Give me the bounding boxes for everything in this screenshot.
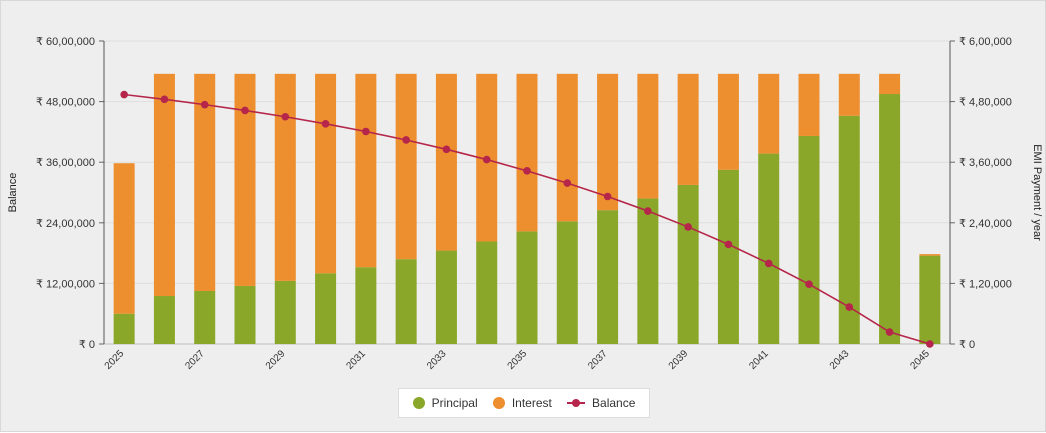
principal-bar <box>879 94 901 345</box>
balance-point <box>845 303 854 311</box>
right-tick-label: ₹ 6,00,000 <box>959 36 1012 48</box>
interest-bar <box>838 73 860 116</box>
right-tick-label: ₹ 4,80,000 <box>959 97 1012 109</box>
principal-bar <box>637 198 659 344</box>
balance-point <box>523 167 531 175</box>
left-tick-label: ₹ 36,00,000 <box>36 157 95 169</box>
principal-bar <box>758 153 780 344</box>
left-tick-label: ₹ 0 <box>79 339 95 351</box>
interest-bar <box>717 73 739 170</box>
balance-point <box>563 179 572 187</box>
interest-bar <box>637 73 659 199</box>
legend-label-principal: Principal <box>431 396 478 410</box>
balance-point <box>482 155 491 164</box>
interest-bar <box>194 73 216 291</box>
principal-bar <box>395 259 417 344</box>
left-tick-label: ₹ 48,00,000 <box>36 97 95 109</box>
principal-bar <box>234 285 256 344</box>
x-tick-label: 2043 <box>828 348 852 372</box>
x-tick-label: 2033 <box>425 348 449 372</box>
interest-bar <box>113 163 135 314</box>
balance-point <box>764 259 773 268</box>
balance-point <box>120 90 128 99</box>
left-axis-title: Balance <box>7 173 19 213</box>
balance-point <box>926 340 934 348</box>
principal-bar <box>476 241 498 344</box>
x-tick-label: 2037 <box>586 348 610 372</box>
chart-legend: Principal Interest Balance <box>398 388 650 418</box>
interest-bar <box>758 73 780 154</box>
x-tick-label: 2031 <box>344 348 368 372</box>
balance-point <box>241 106 249 115</box>
principal-swatch-icon <box>412 397 425 409</box>
legend-item-interest[interactable]: Interest <box>492 396 552 410</box>
balance-point <box>321 120 330 128</box>
interest-bar <box>798 73 820 136</box>
balance-point <box>684 223 692 231</box>
right-tick-label: ₹ 2,40,000 <box>959 218 1012 230</box>
principal-bar <box>798 135 820 344</box>
left-tick-label: ₹ 24,00,000 <box>36 218 95 230</box>
left-tick-label: ₹ 12,00,000 <box>36 278 95 290</box>
legend-item-balance[interactable]: Balance <box>567 396 635 410</box>
x-tick-label: 2039 <box>667 348 691 372</box>
interest-bar <box>234 73 256 286</box>
interest-bar <box>516 73 538 232</box>
balance-point <box>402 136 410 144</box>
principal-bar <box>717 169 739 344</box>
interest-bar <box>879 73 901 95</box>
interest-bar <box>556 73 578 222</box>
balance-point <box>362 127 370 136</box>
interest-bar <box>274 73 296 281</box>
x-tick-label: 2041 <box>747 348 771 372</box>
principal-bar <box>597 210 619 344</box>
balance-point <box>603 192 612 201</box>
right-tick-label: ₹ 3,60,000 <box>959 157 1012 169</box>
principal-bar <box>435 250 457 344</box>
interest-bar <box>315 73 337 274</box>
balance-point <box>200 100 209 109</box>
principal-bar <box>677 184 699 344</box>
interest-bar <box>677 73 699 185</box>
principal-bar <box>355 267 377 344</box>
right-tick-label: ₹ 0 <box>959 339 975 351</box>
legend-item-principal[interactable]: Principal <box>412 396 478 410</box>
right-tick-label: ₹ 1,20,000 <box>959 278 1012 290</box>
right-axis-title: EMI Payment / year <box>1031 144 1043 241</box>
principal-bar <box>919 255 941 344</box>
principal-bar <box>838 115 860 345</box>
interest-swatch-icon <box>492 397 505 409</box>
principal-bar <box>113 313 135 344</box>
interest-bar <box>597 73 619 211</box>
balance-point <box>160 95 169 104</box>
x-tick-label: 2025 <box>103 348 127 372</box>
balance-point <box>442 145 451 154</box>
legend-label-interest: Interest <box>511 396 552 410</box>
left-tick-label: ₹ 60,00,000 <box>36 36 95 48</box>
balance-point <box>644 207 652 215</box>
balance-point <box>805 280 813 289</box>
interest-bar <box>395 73 417 260</box>
interest-bar <box>355 73 377 268</box>
interest-bar <box>435 73 457 251</box>
principal-bar <box>274 280 296 344</box>
balance-point <box>724 240 733 249</box>
principal-bar <box>153 296 175 344</box>
x-tick-label: 2029 <box>264 348 288 372</box>
x-tick-label: 2035 <box>506 348 530 372</box>
balance-point <box>281 112 290 121</box>
principal-bar <box>516 231 538 344</box>
interest-bar <box>153 73 175 297</box>
principal-bar <box>194 290 216 344</box>
balance-line-icon <box>567 397 586 409</box>
x-tick-label: 2027 <box>183 348 207 372</box>
x-tick-label: 2045 <box>908 348 932 372</box>
balance-point <box>885 328 894 336</box>
principal-bar <box>315 273 337 344</box>
legend-label-balance: Balance <box>592 396 636 410</box>
interest-bar <box>919 254 941 256</box>
principal-bar <box>556 221 578 344</box>
